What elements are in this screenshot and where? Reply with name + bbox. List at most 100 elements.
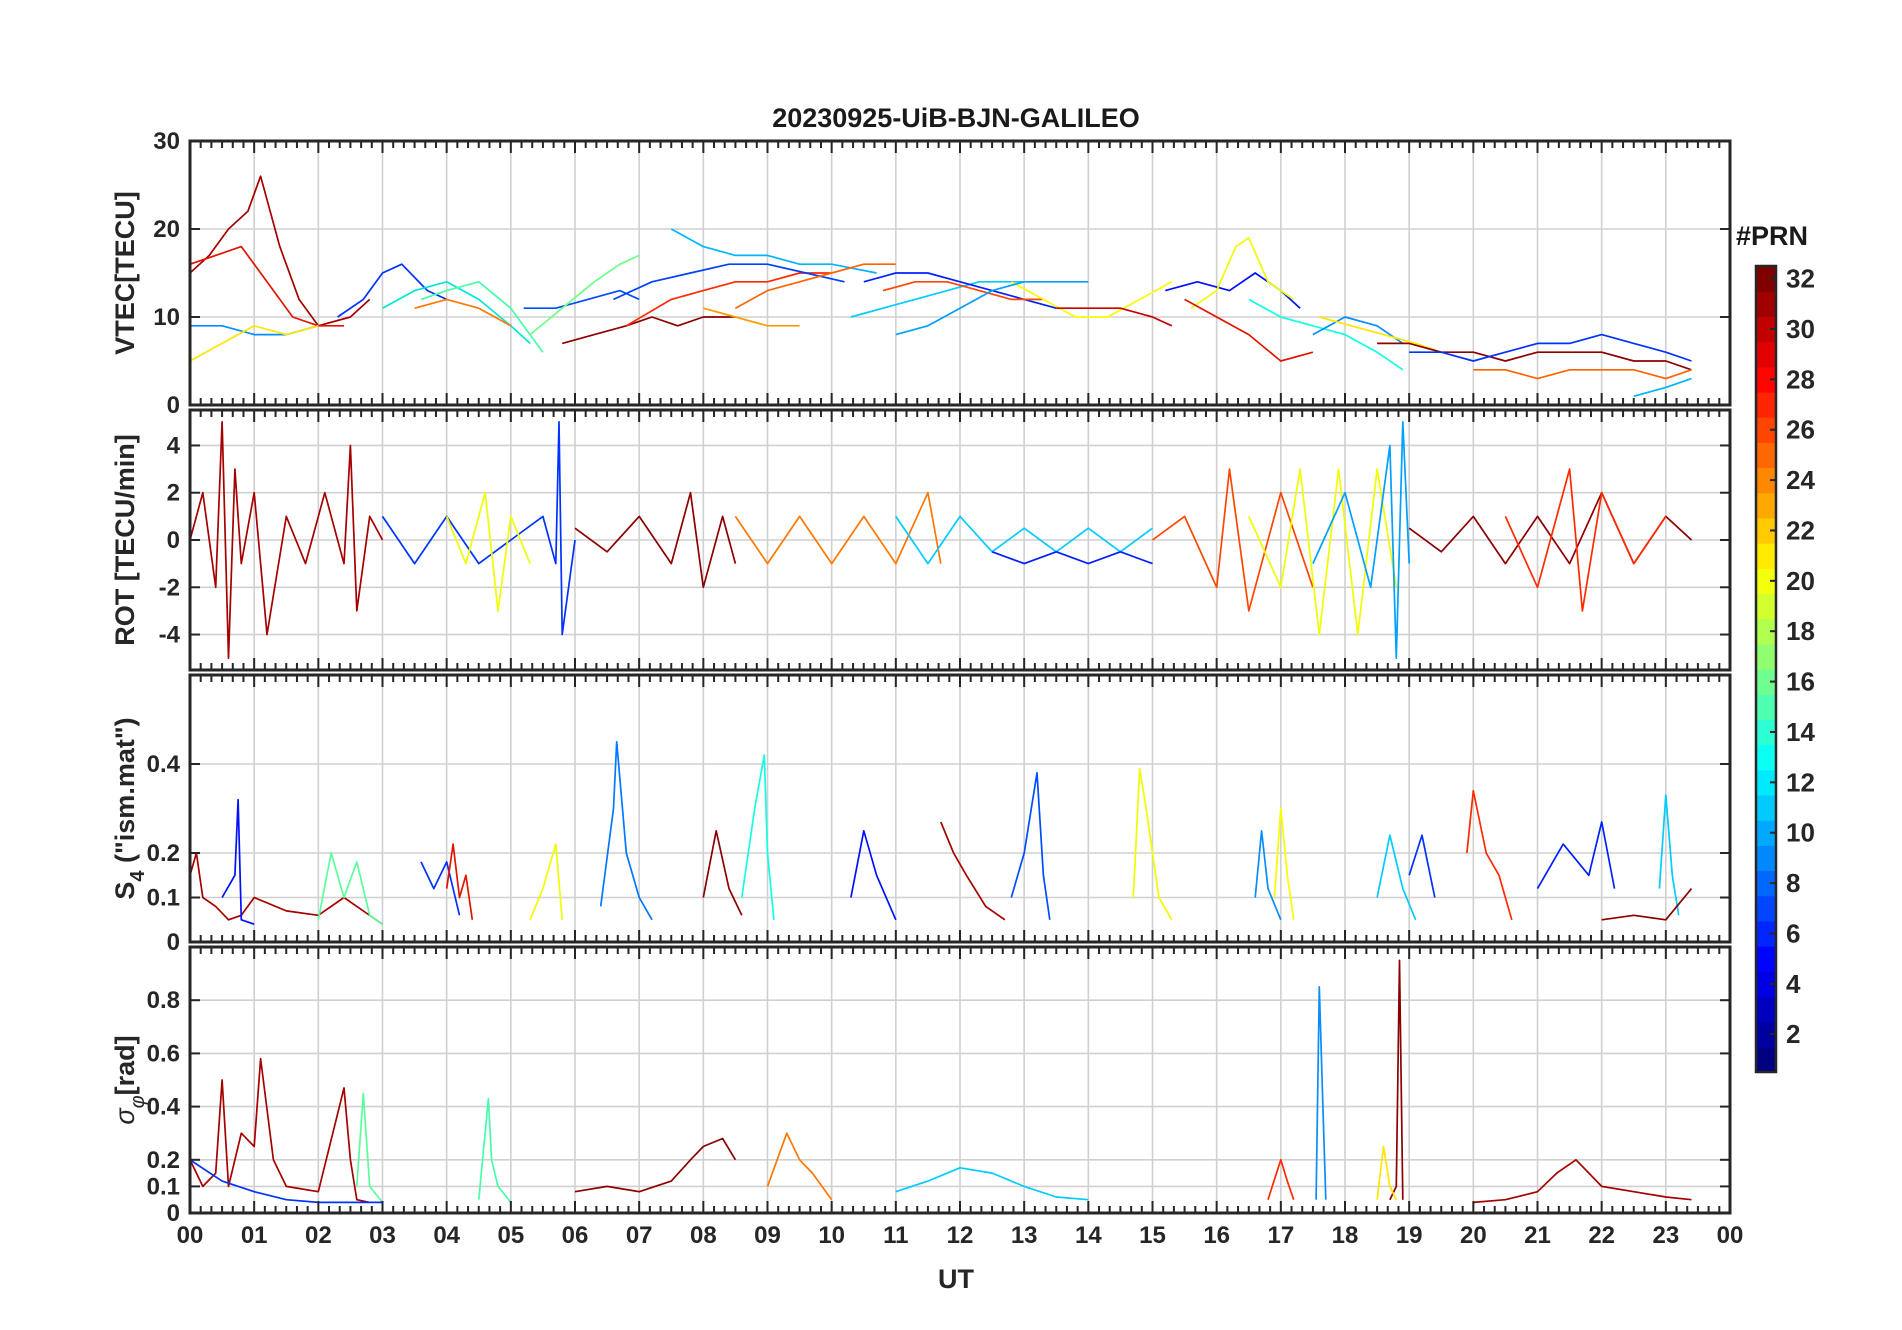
x-tick-label: 23 [1652, 1222, 1679, 1249]
series-prn-25 [1473, 368, 1692, 380]
series-prn-12 [1376, 834, 1417, 921]
series-prn-8 [599, 740, 653, 921]
colorbar-tick-label: 14 [1786, 717, 1815, 747]
series-prn-13 [382, 280, 531, 345]
colorbar-tick-label: 18 [1786, 616, 1815, 646]
series-prn-31 [574, 491, 737, 589]
colorbar-tick-label: 10 [1786, 818, 1815, 848]
series-prn-20 [445, 491, 531, 612]
series-prn-30 [940, 821, 1006, 921]
x-tick-label: 17 [1267, 1222, 1294, 1249]
x-tick-label: 10 [818, 1222, 845, 1249]
y-tick-label: 0.8 [147, 987, 180, 1014]
colorbar-swatch [1756, 870, 1776, 897]
colorbar-swatch [1756, 316, 1776, 343]
x-tick-label: 00 [1717, 1222, 1744, 1249]
x-ticks-rot [189, 410, 1731, 670]
series-prn-31 [1601, 888, 1693, 921]
series-prn-31 [1389, 959, 1404, 1201]
x-tick-label: 11 [883, 1222, 908, 1249]
colorbar-swatch [1756, 417, 1776, 443]
colorbar-tick-label: 32 [1786, 264, 1815, 294]
x-tick-label: 01 [241, 1222, 268, 1249]
x-tick-label: 22 [1588, 1222, 1615, 1249]
colorbar-tick-label: 12 [1786, 767, 1815, 797]
series-prn-27 [1267, 1158, 1295, 1200]
colorbar-swatch [1756, 266, 1776, 292]
colorbar-tick-label: 20 [1786, 566, 1815, 596]
y-tick-label: 0.4 [147, 751, 181, 778]
y-axis-label-s4: S4 ("ism.mat") [110, 717, 149, 899]
y-tick-label: 30 [153, 128, 180, 155]
x-tick-label: 03 [369, 1222, 396, 1249]
x-tick-label: 09 [754, 1222, 781, 1249]
series-prn-9 [1254, 829, 1282, 921]
series-prn-21 [1376, 1145, 1398, 1201]
series-prn-11 [1633, 377, 1692, 398]
panel-rot: -4 -2 0 2 4 ROT [TECU/min] [110, 408, 1732, 672]
y-tick-label: 0 [167, 527, 180, 554]
grid-vtec [189, 140, 1731, 406]
series-prn-20 [1190, 236, 1295, 309]
series-prn-31 [1377, 342, 1692, 371]
series-prn-4 [1536, 821, 1616, 890]
y-tick-label: 0.2 [147, 1147, 180, 1174]
grid-sigma_phi [189, 947, 1731, 1214]
traces-s4 [190, 740, 1693, 926]
colorbar-tick-label: 6 [1786, 918, 1800, 948]
x-tick-label: 20 [1460, 1222, 1487, 1249]
y-tick-label: 0 [167, 392, 180, 419]
series-prn-30 [190, 175, 371, 327]
series-prn-10 [895, 280, 1089, 336]
series-prn-29 [1056, 307, 1173, 327]
series-prn-19 [1273, 807, 1295, 920]
colorbar-swatch [1756, 543, 1776, 569]
series-prn-30 [190, 1057, 370, 1204]
figure-title: 20230925-UiB-BJN-GALILEO [772, 103, 1140, 133]
series-prn-15 [477, 1097, 512, 1203]
traces-vtec [190, 175, 1692, 398]
y-tick-label: -2 [159, 574, 180, 601]
colorbar-swatch [1756, 895, 1776, 922]
colorbar-swatch [1756, 920, 1776, 947]
series-prn-20 [529, 843, 564, 921]
y-tick-label: 0.1 [147, 1173, 180, 1200]
series-prn-25 [734, 263, 896, 309]
series-prn-31 [561, 316, 736, 345]
series-prn-24 [414, 298, 512, 327]
colorbar-frame [1754, 264, 1778, 1074]
series-prn-5 [1409, 333, 1692, 362]
traces-rot [190, 420, 1693, 660]
x-tick-label: 19 [1396, 1222, 1423, 1249]
x-tick-label: 18 [1332, 1222, 1359, 1249]
colorbar-tick-label: 16 [1786, 667, 1815, 697]
colorbar-tick-label: 24 [1786, 465, 1815, 495]
colorbar-title: #PRN [1736, 221, 1808, 251]
x-tick-label: 04 [433, 1222, 460, 1249]
x-tick-label: 13 [1011, 1222, 1038, 1249]
series-prn-31 [702, 829, 743, 916]
series-prn-24 [734, 491, 942, 565]
colorbar-swatch [1756, 442, 1776, 469]
colorbar-swatch [1756, 845, 1776, 872]
traces-sigma_phi [190, 959, 1692, 1204]
colorbar-tick-label: 8 [1786, 868, 1800, 898]
y-tick-label: 0.2 [147, 840, 180, 867]
y-axis-label-rot: ROT [TECU/min] [110, 434, 140, 645]
series-prn-27 [625, 272, 832, 327]
x-tick-label: 05 [497, 1222, 524, 1249]
x-ticks-vtec [189, 141, 1731, 405]
x-tick-label: 15 [1139, 1222, 1166, 1249]
y-axis-label-sigma_phi: σφ[rad] [110, 1035, 149, 1124]
series-prn-28 [190, 245, 344, 327]
colorbar-swatch [1756, 719, 1776, 746]
grid-rot [189, 410, 1731, 670]
series-prn-11 [670, 228, 877, 274]
series-prn-30 [190, 420, 384, 660]
x-tick-label: 16 [1203, 1222, 1230, 1249]
series-prn-5 [337, 263, 448, 318]
series-prn-31 [1408, 491, 1693, 565]
series-prn-31 [574, 1137, 737, 1193]
series-prn-12 [1658, 794, 1680, 916]
